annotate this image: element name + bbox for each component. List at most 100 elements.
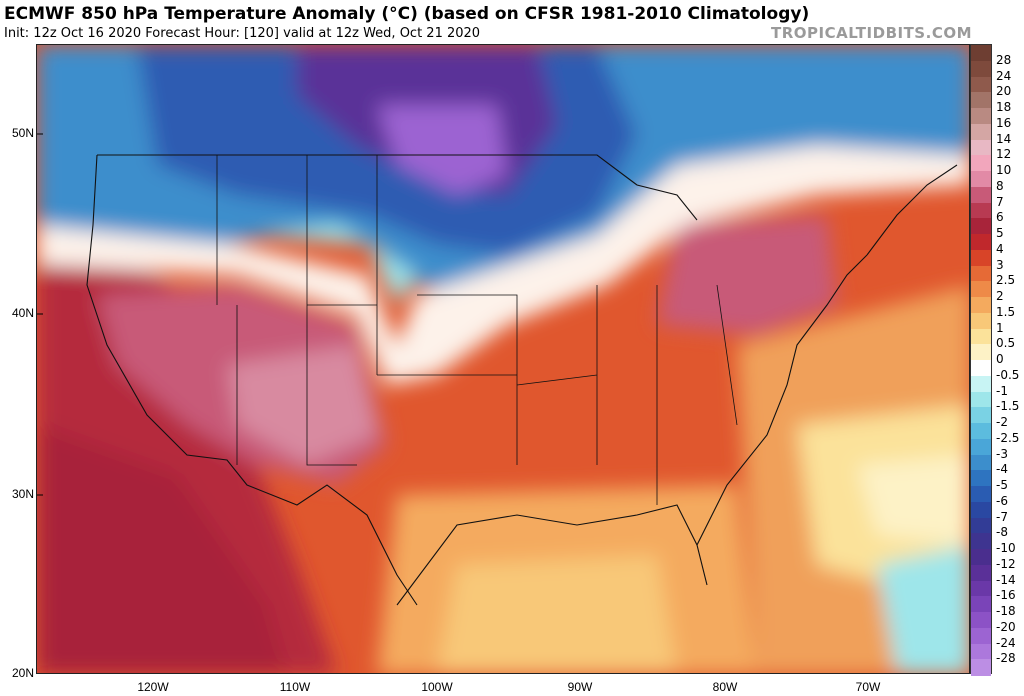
anomaly-pink-core	[227, 345, 377, 465]
colorbar-segment	[971, 155, 991, 172]
colorbar-segment	[971, 123, 991, 140]
colorbar-level-label: 1.5	[996, 304, 1016, 319]
colorbar-level-label: 12	[996, 147, 1012, 162]
colorbar-level-label: -7	[996, 509, 1008, 524]
colorbar-level-label: -5	[996, 478, 1008, 492]
colorbar-segment	[971, 627, 991, 644]
colorbar-level-label: 2	[996, 289, 1004, 303]
anomaly-gulf-mild	[437, 555, 677, 673]
colorbar-segment	[971, 360, 991, 377]
colorbar-segment	[971, 407, 991, 424]
canada-us-border	[97, 154, 698, 221]
colorbar-level-label: -16	[996, 588, 1016, 603]
lat-label-40n: 40N	[11, 306, 34, 320]
colorbar-segment	[971, 612, 991, 629]
colorbar-cap-top	[971, 45, 991, 61]
map-boundaries	[86, 154, 958, 606]
colorbar-segment	[971, 186, 991, 203]
colorbar-level-label: -2	[996, 415, 1008, 429]
colorbar-level-label: 6	[996, 210, 1004, 225]
colorbar-level-label: -14	[996, 572, 1016, 587]
colorbar-segment	[971, 580, 991, 597]
temperature-anomaly-map	[36, 44, 970, 674]
colorbar-segment	[971, 297, 991, 314]
colorbar-segment	[971, 423, 991, 440]
gulf-and-east-coast	[396, 254, 868, 606]
colorbar-level-label: 7	[996, 194, 1004, 209]
colorbar-level-label: 3	[996, 257, 1004, 272]
colorbar-level-label: 20	[996, 84, 1012, 99]
colorbar-level-label: -24	[996, 635, 1016, 650]
colorbar-level-label: -1	[996, 383, 1008, 398]
colorbar-segment	[971, 249, 991, 266]
colorbar-level-label: -8	[996, 525, 1008, 540]
colorbar-level-label: 14	[996, 131, 1012, 146]
anomaly-atlantic-neutral	[857, 455, 969, 545]
colorbar-level-label: -6	[996, 493, 1008, 508]
colorbar-level-label: -2.5	[996, 430, 1020, 445]
colorbar-segment	[971, 202, 991, 219]
anomaly-cool-fringe	[257, 225, 417, 305]
colorbar-level-label: -0.5	[996, 367, 1020, 382]
colorbar-segment	[971, 533, 991, 550]
colorbar-segment	[971, 564, 991, 581]
colorbar-level-label: -20	[996, 619, 1016, 634]
map-subtitle: Init: 12z Oct 16 2020 Forecast Hour: [12…	[4, 26, 481, 41]
colorbar-level-label: -12	[996, 556, 1016, 571]
lat-label-30n: 30N	[11, 487, 34, 501]
colorbar-level-label: 24	[996, 68, 1012, 83]
colorbar-level-label: 5	[996, 226, 1004, 240]
colorbar-segment	[971, 643, 991, 660]
colorbar-segment	[971, 375, 991, 392]
lon-label-90w: 90W	[567, 680, 593, 694]
lat-label-20n: 20N	[11, 666, 34, 680]
colorbar-level-label: 8	[996, 178, 1004, 193]
lon-label-100w: 100W	[421, 680, 453, 694]
lon-label-110w: 110W	[279, 680, 311, 694]
colorbar-segment	[971, 391, 991, 408]
colorbar-segment	[971, 454, 991, 471]
colorbar-level-label: -1.5	[996, 399, 1020, 414]
colorbar-level-label: 2.5	[996, 273, 1016, 288]
map-canvas	[37, 45, 969, 673]
colorbar-level-label: 18	[996, 100, 1012, 114]
colorbar-segment	[971, 438, 991, 455]
colorbar-level-label: -10	[996, 541, 1016, 555]
lon-label-70w: 70W	[855, 680, 881, 694]
grid-ticks	[37, 133, 43, 496]
colorbar-level-label: 10	[996, 163, 1012, 177]
lon-label-80w: 80W	[712, 680, 738, 694]
colorbar-segment	[971, 596, 991, 613]
state-borders	[216, 155, 738, 505]
anomaly-coldest	[377, 105, 507, 195]
map-title: ECMWF 850 hPa Temperature Anomaly (°C) (…	[4, 4, 810, 24]
colorbar-segment	[971, 470, 991, 487]
colorbar-level-label: 0.5	[996, 336, 1016, 351]
anomaly-zero-band	[37, 145, 969, 385]
colorbar-level-label: -18	[996, 604, 1016, 618]
new-england-coast	[866, 164, 958, 256]
colorbar-segment	[971, 218, 991, 235]
colorbar-segment	[971, 171, 991, 188]
colorbar-segment	[971, 328, 991, 345]
lon-label-120w: 120W	[137, 680, 169, 694]
colorbar-segment	[971, 344, 991, 361]
colorbar-level-label: 28	[996, 52, 1012, 67]
colorbar-level-label: -3	[996, 446, 1008, 461]
colorbar-level-label: 0	[996, 352, 1004, 366]
anomaly-atlantic-cool	[877, 545, 969, 673]
colorbar-level-label: 1	[996, 320, 1004, 335]
colorbar-segment	[971, 659, 991, 676]
colorbar-segment	[971, 312, 991, 329]
colorbar-segment	[971, 549, 991, 566]
colorbar-segment	[971, 501, 991, 518]
brand-watermark: TROPICALTIDBITS.COM	[771, 24, 972, 42]
colorbar	[970, 44, 992, 676]
lat-label-50n: 50N	[11, 126, 34, 140]
colorbar-level-label: 4	[996, 241, 1004, 256]
colorbar-segment	[971, 108, 991, 125]
colorbar-level-label: -28	[996, 651, 1016, 666]
west-coast-and-mexico-border	[86, 154, 418, 606]
colorbar-segment	[971, 234, 991, 251]
colorbar-segment	[971, 92, 991, 109]
